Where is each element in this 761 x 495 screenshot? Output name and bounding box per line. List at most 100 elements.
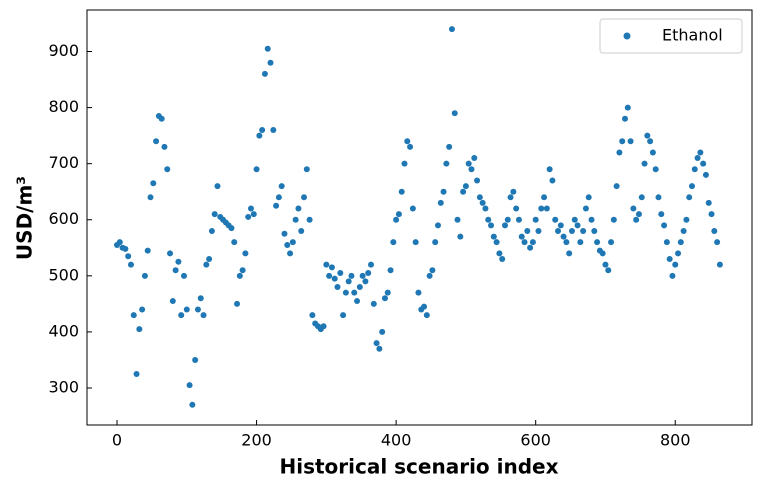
scatter-point — [563, 239, 570, 246]
scatter-point — [259, 127, 266, 134]
scatter-point — [423, 312, 430, 319]
scatter-point — [510, 188, 517, 195]
scatter-point — [376, 345, 383, 352]
scatter-point — [714, 239, 721, 246]
scatter-point — [153, 138, 160, 145]
scatter-point — [326, 272, 333, 279]
scatter-point — [683, 216, 690, 223]
scatter-point — [278, 183, 285, 190]
scatter-point — [471, 155, 478, 162]
scatter-point — [373, 340, 380, 347]
scatter-point — [345, 278, 352, 285]
scatter-point — [295, 205, 302, 212]
y-tick-label: 800 — [48, 97, 79, 116]
scatter-point — [568, 227, 575, 234]
scatter-point — [666, 256, 673, 262]
scatter-point — [582, 205, 589, 212]
scatter-point — [504, 216, 511, 223]
scatter-point — [546, 166, 553, 173]
scatter-point — [538, 205, 545, 212]
scatter-point — [616, 149, 623, 156]
scatter-point — [652, 166, 659, 173]
scatter-point — [499, 256, 506, 262]
scatter-point — [172, 267, 179, 274]
scatter-point — [454, 216, 461, 223]
scatter-point — [515, 216, 522, 223]
scatter-point — [702, 171, 709, 178]
scatter-point — [127, 261, 134, 268]
scatter-point — [599, 250, 606, 257]
scatter-point — [270, 127, 277, 134]
scatter-point — [292, 216, 299, 223]
scatter-point — [485, 216, 492, 223]
scatter-point — [236, 272, 243, 279]
scatter-point — [633, 216, 640, 223]
scatter-point — [527, 244, 534, 251]
scatter-point — [535, 227, 542, 234]
scatter-point — [482, 205, 489, 212]
scatter-point — [301, 194, 308, 201]
x-tick-label: 600 — [520, 431, 551, 450]
scatter-point — [398, 188, 405, 195]
scatter-point — [320, 323, 327, 330]
scatter-point — [426, 272, 433, 279]
scatter-point — [677, 239, 684, 246]
scatter-point — [167, 250, 174, 257]
scatter-point — [340, 312, 347, 319]
scatter-point — [627, 138, 634, 145]
scatter-point — [672, 261, 679, 268]
scatter-point — [192, 356, 199, 363]
scatter-point — [549, 177, 556, 184]
scatter-point — [183, 306, 190, 313]
scatter-point — [437, 199, 444, 206]
scatter-point — [588, 216, 595, 223]
scatter-point — [577, 239, 584, 246]
scatter-point — [354, 298, 361, 305]
scatter-point — [541, 194, 548, 201]
scatter-point — [415, 289, 422, 296]
scatter-point — [133, 370, 140, 377]
scatter-point — [234, 300, 241, 307]
y-tick-label: 500 — [48, 265, 79, 284]
scatter-point — [175, 258, 182, 265]
scatter-point — [125, 253, 132, 260]
scatter-point — [247, 205, 254, 212]
scatter-point — [474, 177, 481, 184]
scatter-point — [638, 194, 645, 201]
scatter-point — [245, 213, 252, 220]
scatter-point — [158, 115, 165, 122]
scatter-point — [560, 233, 567, 240]
scatter-point — [351, 289, 358, 296]
scatter-point — [465, 160, 472, 167]
scatter-point — [663, 239, 670, 246]
scatter-point — [591, 227, 598, 234]
scatter-point — [655, 194, 662, 201]
scatter-point — [256, 132, 263, 139]
legend-box — [599, 18, 743, 54]
scatter-point — [624, 104, 631, 111]
scatter-point — [680, 227, 687, 234]
scatter-point — [401, 160, 408, 167]
scatter-point — [180, 272, 187, 279]
scatter-point — [267, 59, 274, 66]
scatter-point — [197, 295, 204, 302]
scatter-point — [647, 138, 654, 145]
scatter-point — [711, 227, 718, 234]
scatter-point — [451, 110, 458, 117]
scatter-point — [331, 275, 338, 282]
scatter-point — [298, 227, 305, 234]
scatter-point — [395, 211, 402, 218]
scatter-point — [289, 239, 296, 246]
scatter-point — [407, 143, 414, 150]
scatter-point — [622, 115, 629, 122]
scatter-point — [228, 225, 235, 232]
x-tick-label: 0 — [112, 431, 122, 450]
scatter-point — [214, 183, 221, 190]
scatter-point — [186, 382, 193, 389]
scatter-point — [169, 298, 176, 305]
scatter-point — [141, 272, 148, 279]
scatter-point — [116, 239, 123, 246]
scatter-point — [691, 166, 698, 173]
scatter-point — [393, 216, 400, 223]
